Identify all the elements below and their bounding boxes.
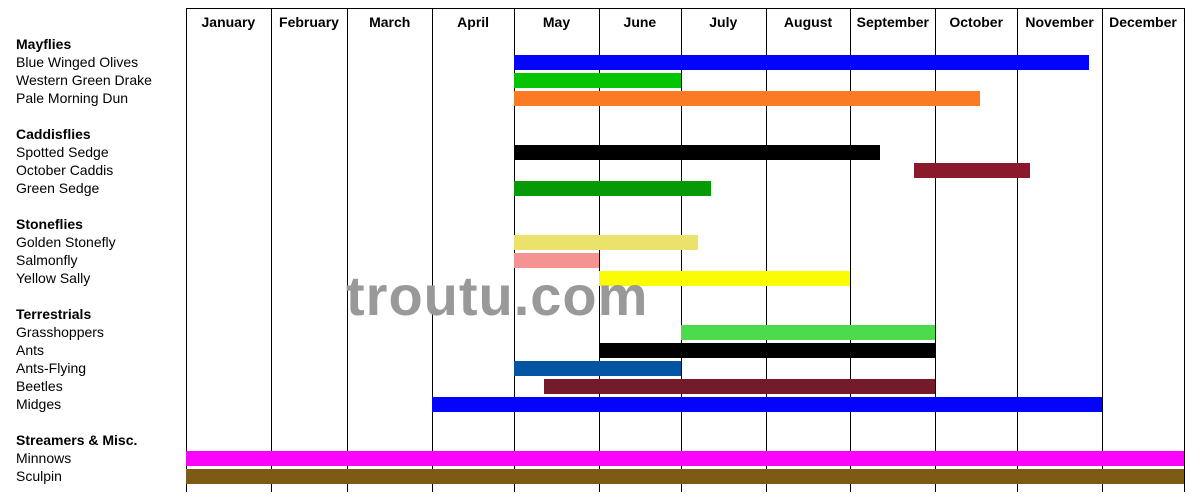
month-header: October <box>935 14 1017 30</box>
group-header: Stoneflies <box>16 216 83 232</box>
month-header: May <box>514 14 599 30</box>
month-header: February <box>271 14 348 30</box>
species-label: Yellow Sally <box>16 270 90 286</box>
month-header: June <box>599 14 681 30</box>
month-gridline <box>935 8 936 492</box>
species-label: Spotted Sedge <box>16 144 109 160</box>
month-gridline <box>271 8 272 492</box>
hatch-bar <box>914 163 1030 178</box>
month-gridline <box>1102 8 1103 492</box>
group-header: Caddisflies <box>16 126 91 142</box>
species-label: Grasshoppers <box>16 324 104 340</box>
top-border <box>186 8 1184 9</box>
hatch-bar <box>514 73 681 88</box>
month-header: August <box>766 14 851 30</box>
species-label: Ants-Flying <box>16 360 86 376</box>
month-gridline <box>347 8 348 492</box>
species-label: Midges <box>16 396 61 412</box>
group-header: Streamers & Misc. <box>16 432 137 448</box>
group-header: Terrestrials <box>16 306 91 322</box>
month-header: March <box>347 14 432 30</box>
group-header: Mayflies <box>16 36 71 52</box>
species-label: Green Sedge <box>16 180 99 196</box>
hatch-bar <box>514 145 880 160</box>
month-header: December <box>1102 14 1184 30</box>
month-gridline <box>681 8 682 492</box>
month-gridline <box>186 8 187 492</box>
hatch-bar <box>514 181 710 196</box>
species-label: Golden Stonefly <box>16 234 116 250</box>
month-header: November <box>1017 14 1102 30</box>
species-label: Salmonfly <box>16 252 77 268</box>
species-label: Sculpin <box>16 468 62 484</box>
hatch-bar <box>599 271 851 286</box>
month-gridline <box>1017 8 1018 492</box>
hatch-bar <box>544 379 935 394</box>
hatch-chart: JanuaryFebruaryMarchAprilMayJuneJulyAugu… <box>16 8 1184 492</box>
species-label: October Caddis <box>16 162 113 178</box>
month-header: January <box>186 14 271 30</box>
species-label: Blue Winged Olives <box>16 54 138 70</box>
species-label: Western Green Drake <box>16 72 152 88</box>
species-label: Beetles <box>16 378 63 394</box>
month-gridline <box>1184 8 1185 492</box>
month-header: April <box>432 14 514 30</box>
month-header: July <box>681 14 766 30</box>
month-gridline <box>766 8 767 492</box>
hatch-bar <box>186 451 1184 466</box>
month-gridline <box>432 8 433 492</box>
hatch-bar <box>681 325 935 340</box>
hatch-bar <box>514 235 698 250</box>
species-label: Ants <box>16 342 44 358</box>
hatch-bar <box>514 91 980 106</box>
month-header: September <box>850 14 935 30</box>
hatch-bar <box>514 55 1089 70</box>
hatch-bar <box>186 469 1184 484</box>
hatch-bar <box>514 361 681 376</box>
month-gridline <box>850 8 851 492</box>
species-label: Pale Morning Dun <box>16 90 128 106</box>
hatch-bar <box>514 253 599 268</box>
species-label: Minnows <box>16 450 71 466</box>
hatch-bar <box>432 397 1102 412</box>
hatch-bar <box>599 343 935 358</box>
